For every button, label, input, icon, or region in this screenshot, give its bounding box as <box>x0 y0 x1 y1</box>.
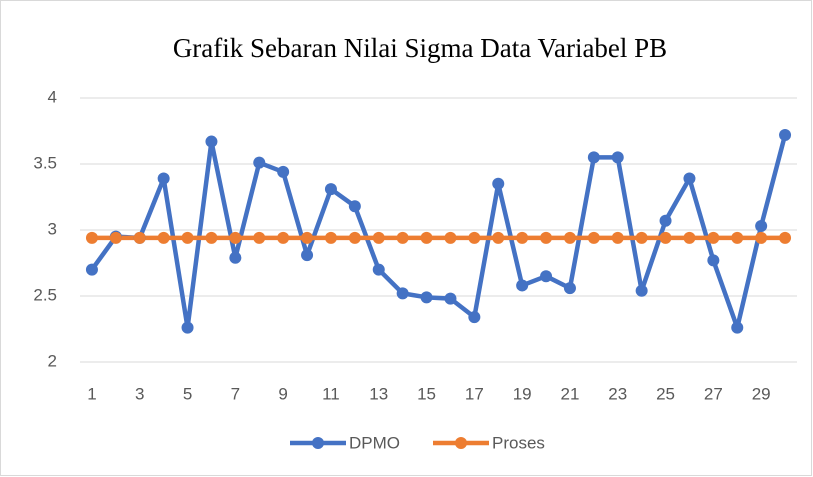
point <box>324 183 337 196</box>
point <box>253 156 266 169</box>
x-tick-label: 27 <box>704 384 723 403</box>
point <box>253 231 266 244</box>
x-tick-label: 25 <box>656 384 675 403</box>
point <box>301 231 314 244</box>
point <box>85 231 98 244</box>
point <box>133 231 146 244</box>
point <box>109 231 122 244</box>
point <box>755 220 768 233</box>
x-tick-label: 23 <box>608 384 627 403</box>
point <box>85 263 98 276</box>
x-tick-label: 1 <box>87 384 96 403</box>
x-tick-label: 11 <box>322 384 340 403</box>
legend-label: Proses <box>492 433 545 452</box>
point <box>659 214 672 227</box>
point <box>229 251 242 264</box>
point <box>301 249 314 262</box>
point <box>659 231 672 244</box>
point <box>540 231 553 244</box>
point <box>731 321 744 334</box>
point <box>587 231 600 244</box>
point <box>707 254 720 267</box>
point <box>755 231 768 244</box>
point <box>492 177 505 190</box>
point <box>277 165 290 178</box>
point <box>348 200 361 213</box>
point <box>707 231 720 244</box>
point <box>683 172 696 185</box>
point <box>324 231 337 244</box>
point <box>635 284 648 297</box>
legend-label: DPMO <box>349 433 400 452</box>
x-tick-label: 15 <box>417 384 436 403</box>
point <box>348 231 361 244</box>
point <box>181 321 194 334</box>
y-tick-label: 3.5 <box>33 153 57 172</box>
point <box>420 291 433 304</box>
x-tick-label: 13 <box>369 384 388 403</box>
point <box>779 231 792 244</box>
point <box>205 135 218 148</box>
point <box>444 231 457 244</box>
point <box>516 279 529 292</box>
point <box>731 231 744 244</box>
point <box>516 231 529 244</box>
point <box>420 231 433 244</box>
point <box>492 231 505 244</box>
point <box>563 231 576 244</box>
y-tick-label: 4 <box>48 87 57 106</box>
x-tick-label: 17 <box>465 384 484 403</box>
y-tick-label: 3 <box>48 219 57 238</box>
x-tick-label: 3 <box>135 384 144 403</box>
point <box>205 231 218 244</box>
point <box>229 231 242 244</box>
point <box>468 231 481 244</box>
legend-marker <box>455 437 467 449</box>
series-line <box>90 134 788 330</box>
point <box>468 311 481 324</box>
x-tick-label: 21 <box>560 384 579 403</box>
x-tick-label: 9 <box>278 384 287 403</box>
x-tick-label: 5 <box>183 384 192 403</box>
point <box>540 270 553 283</box>
x-tick-label: 29 <box>752 384 771 403</box>
point <box>181 231 194 244</box>
x-tick-label: 7 <box>231 384 240 403</box>
point <box>635 231 648 244</box>
point <box>611 151 624 164</box>
point <box>444 292 457 305</box>
point <box>157 172 170 185</box>
point <box>372 231 385 244</box>
x-tick-label: 19 <box>513 384 532 403</box>
chart-title: Grafik Sebaran Nilai Sigma Data Variabel… <box>173 33 667 63</box>
point <box>779 128 792 141</box>
point <box>396 231 409 244</box>
point <box>277 231 290 244</box>
legend-marker <box>312 437 324 449</box>
point <box>396 287 409 300</box>
y-tick-label: 2 <box>48 351 57 370</box>
point <box>372 263 385 276</box>
point <box>683 231 696 244</box>
y-tick-label: 2.5 <box>33 285 57 304</box>
point <box>157 231 170 244</box>
point <box>563 282 576 295</box>
point <box>587 151 600 164</box>
point <box>611 231 624 244</box>
